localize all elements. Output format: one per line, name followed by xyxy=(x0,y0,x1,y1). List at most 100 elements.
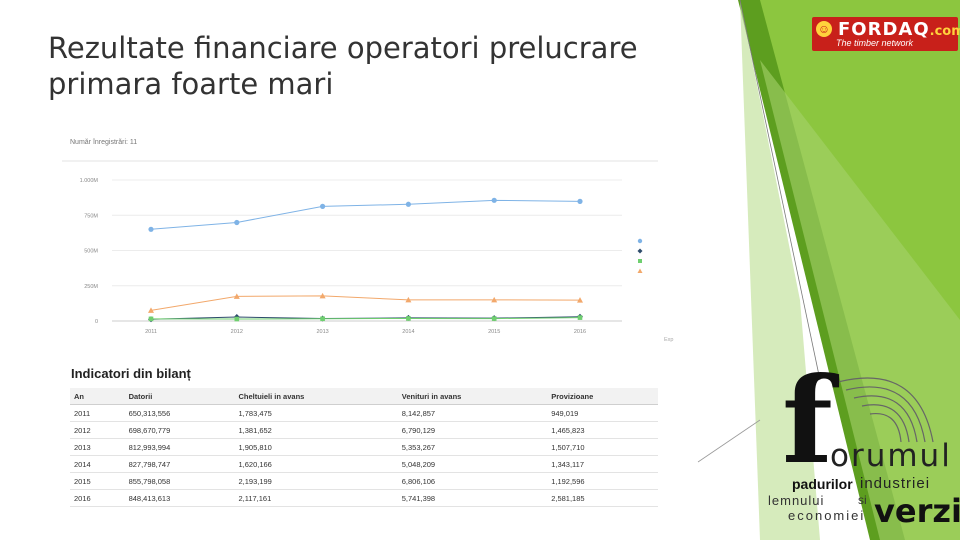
slide-title: Rezultate financiare operatori prelucrar… xyxy=(48,31,638,101)
x-tick-label: 2011 xyxy=(145,329,157,335)
legend-marker xyxy=(637,268,643,273)
forum-logo-padurilor: padurilor xyxy=(792,476,853,492)
data-point xyxy=(319,292,326,299)
table-cell: 2,117,161 xyxy=(234,489,398,507)
table-cell: 1,192,596 xyxy=(547,472,658,490)
legend-marker xyxy=(638,259,642,263)
series-line xyxy=(150,199,581,230)
table-cell: 827,798,747 xyxy=(124,455,235,473)
table-row: 2012 698,670,779 1,381,652 6,790,129 1,465,8… xyxy=(70,421,658,439)
chart-title: Număr înregistrări: 11 xyxy=(70,139,137,146)
data-point xyxy=(491,316,497,321)
header-cell: Cheltuieli in avans xyxy=(234,388,398,405)
y-tick-label: 250M xyxy=(84,284,98,290)
forum-paduri-logo: f orumul padurilor industriei lemnului s… xyxy=(768,362,960,540)
forum-logo-si: si xyxy=(858,493,867,507)
table-cell: 855,798,058 xyxy=(124,472,235,490)
data-point xyxy=(148,316,154,322)
table-row: 2013 812,993,994 1,905,810 5,353,267 1,507,7… xyxy=(70,438,658,456)
data-point xyxy=(234,219,240,226)
fordaq-logo-wordmark: FORDAQ xyxy=(838,19,930,40)
x-tick-label: 2015 xyxy=(488,329,500,335)
series-line xyxy=(150,295,581,311)
header-cell: Venituri in avans xyxy=(397,388,548,405)
y-tick-label: 750M xyxy=(84,213,98,219)
table-row: 2014 827,798,747 1,620,166 5,048,209 1,343,1… xyxy=(70,455,658,473)
data-point xyxy=(577,297,583,303)
table-row: 2011 650,313,556 1,783,475 8,142,857 949,019 xyxy=(70,404,658,422)
table-cell: 5,353,267 xyxy=(397,438,548,456)
forum-logo-industriei: industriei xyxy=(860,475,931,492)
forum-logo-orumul: orumul xyxy=(830,438,952,474)
table-cell: 848,413,613 xyxy=(124,489,235,507)
line-chart: Număr înregistrări: 11 0 250M 500M 750M 1.000… xyxy=(62,130,682,355)
header-cell: Datorii xyxy=(124,388,235,405)
data-point xyxy=(405,296,412,303)
table-cell: 5,048,209 xyxy=(397,455,548,473)
fordaq-logo: ☺ FORDAQ.com The timber network xyxy=(812,17,960,51)
tree-rings-icon xyxy=(837,377,934,443)
table-cell: 698,670,779 xyxy=(124,421,235,439)
data-point xyxy=(577,198,583,204)
y-tick-label: 500M xyxy=(84,249,98,255)
data-point xyxy=(148,307,154,313)
data-point xyxy=(577,315,583,320)
forum-logo-economiei: economiei xyxy=(788,508,866,523)
table-cell: 2011 xyxy=(70,404,125,422)
legend-marker xyxy=(637,238,643,244)
table-row: 2015 855,798,058 2,193,199 6,806,106 1,192,5… xyxy=(70,472,658,490)
table-cell: 1,905,810 xyxy=(234,438,398,456)
table-header-row: An Datorii Cheltuieli in avans Venituri … xyxy=(70,388,658,405)
table-cell: 2,581,185 xyxy=(547,489,658,507)
table-cell: 1,381,652 xyxy=(234,421,398,439)
data-point xyxy=(491,296,498,303)
data-point xyxy=(234,316,240,322)
series-line xyxy=(150,317,581,320)
fordaq-emblem-icon: ☺ xyxy=(816,21,832,37)
table-cell: 2012 xyxy=(70,421,125,439)
table-cell: 1,507,710 xyxy=(547,438,658,456)
table-cell: 2014 xyxy=(70,455,125,473)
data-point xyxy=(406,316,411,321)
y-tick-label: 1.000M xyxy=(80,178,99,184)
fordaq-logo-name: FORDAQ.com xyxy=(838,19,960,40)
table-cell: 1,343,117 xyxy=(547,455,658,473)
table-row: 2016 848,413,613 2,117,161 5,741,398 2,581,1… xyxy=(70,489,658,507)
line-chart-svg: Număr înregistrări: 11 0 250M 500M 750M 1.000… xyxy=(62,139,673,343)
table-cell: 2015 xyxy=(70,472,125,490)
fordaq-logo-suffix: .com xyxy=(929,24,960,39)
header-cell: Provizioane xyxy=(547,388,658,405)
fordaq-logo-tagline: The timber network xyxy=(836,38,914,48)
table-cell: 6,806,106 xyxy=(397,472,548,490)
legend-marker xyxy=(637,248,643,254)
table-cell: 8,142,857 xyxy=(397,404,548,422)
forum-logo-f: f xyxy=(782,351,833,490)
y-tick-label: 0 xyxy=(95,319,98,325)
forum-logo-lemnului: lemnului xyxy=(768,493,825,508)
x-tick-label: 2014 xyxy=(402,329,414,335)
forum-logo-verzi: verzi xyxy=(874,492,960,530)
table-title: Indicatori din bilanț xyxy=(71,366,191,381)
table-cell: 2013 xyxy=(70,438,125,456)
table-cell: 2,193,199 xyxy=(234,472,398,490)
table-cell: 5,741,398 xyxy=(397,489,548,507)
chart-export-label: Exp xyxy=(664,337,673,343)
table-cell: 1,465,823 xyxy=(547,421,658,439)
data-point xyxy=(405,201,411,207)
data-point xyxy=(491,197,497,203)
x-tick-label: 2016 xyxy=(574,329,586,335)
data-point xyxy=(233,293,240,299)
data-point xyxy=(148,226,154,232)
table-cell: 650,313,556 xyxy=(124,404,235,422)
table-cell: 812,993,994 xyxy=(124,438,235,456)
data-point xyxy=(320,203,326,209)
header-cell: An xyxy=(70,388,125,405)
data-point xyxy=(320,316,325,322)
x-tick-label: 2013 xyxy=(316,329,328,335)
table-cell: 2016 xyxy=(70,489,125,507)
table-cell: 1,620,166 xyxy=(234,455,398,473)
table-cell: 6,790,129 xyxy=(397,421,548,439)
table-cell: 1,783,475 xyxy=(234,404,398,422)
balance-indicators-table: An Datorii Cheltuieli in avans Venituri … xyxy=(70,388,658,507)
x-tick-label: 2012 xyxy=(231,329,243,335)
